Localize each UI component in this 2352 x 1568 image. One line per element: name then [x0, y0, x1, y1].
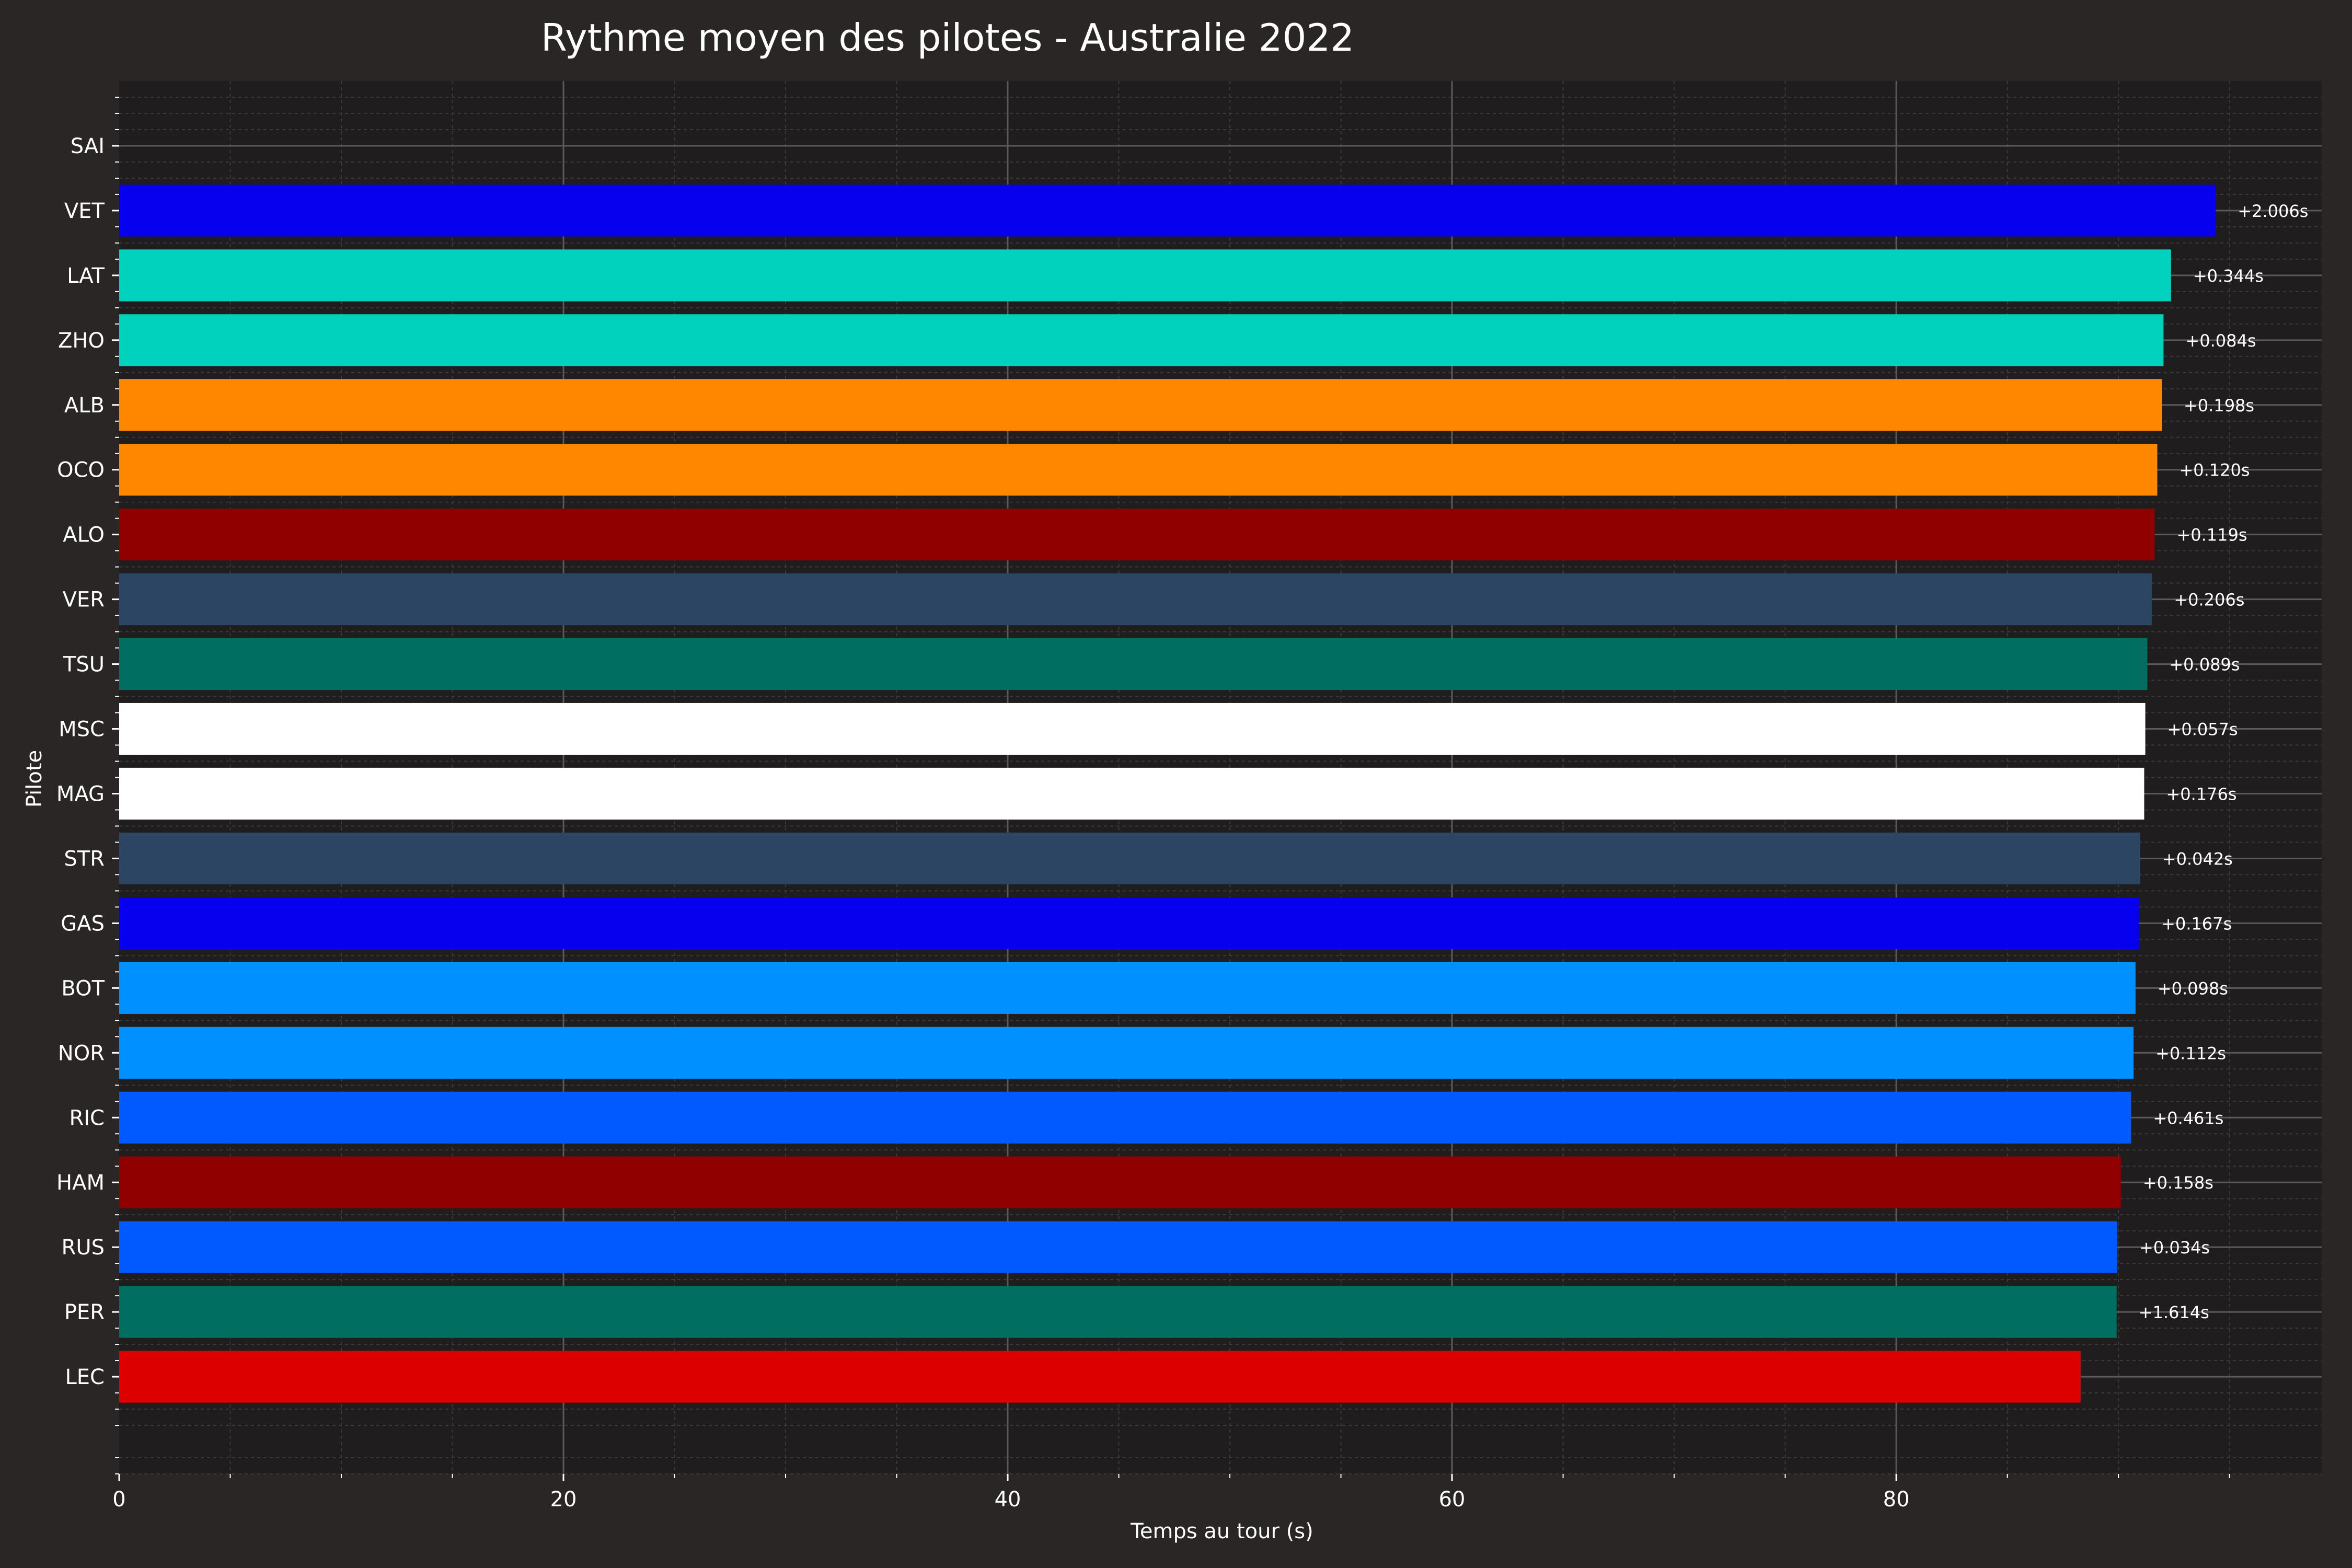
bar-value-label: +0.112s [2155, 1043, 2226, 1063]
bar-gas [119, 897, 2140, 949]
x-tick-label: 40 [995, 1488, 1021, 1512]
x-tick-label: 0 [112, 1488, 125, 1512]
x-tick-label: 80 [1883, 1488, 1910, 1512]
chart-title: Rythme moyen des pilotes - Australie 202… [541, 16, 1354, 60]
bar-value-label: +0.084s [2185, 331, 2256, 351]
bar-value-label: +0.042s [2162, 849, 2233, 869]
y-tick-label: BOT [61, 976, 105, 1000]
y-tick-label: ALB [64, 394, 105, 418]
bar-value-label: +1.614s [2139, 1302, 2209, 1322]
y-tick-label: ZHO [58, 329, 105, 353]
bar-value-label: +2.006s [2238, 201, 2308, 221]
y-tick-label: MSC [59, 718, 105, 742]
bar-value-label: +0.034s [2139, 1238, 2210, 1258]
bar-value-label: +0.344s [2193, 266, 2264, 286]
x-tick-label: 20 [550, 1488, 577, 1512]
y-axis-label: Pilote [22, 750, 47, 808]
y-tick-label: LEC [65, 1365, 105, 1389]
bar-vet [119, 185, 2216, 237]
bar-lat [119, 249, 2171, 302]
y-tick-label: NOR [58, 1041, 105, 1065]
bar-value-labels: +2.006s +0.344s +0.084s +0.198s +0.120s +0.11… [2139, 201, 2309, 1322]
bar-str [119, 832, 2140, 885]
y-axis: SAI VET LAT ZHO ALB OCO ALO VER TSU MSC MAG STR GAS B… [56, 96, 119, 1474]
y-tick-label: VET [64, 199, 105, 223]
y-tick-label: ALO [63, 523, 105, 547]
y-tick-label: LAT [67, 264, 105, 288]
bar-value-label: +0.120s [2179, 460, 2250, 480]
bar-bot [119, 962, 2136, 1014]
y-tick-label: TSU [63, 653, 105, 677]
bar-msc [119, 702, 2146, 755]
bar-value-label: +0.461s [2153, 1108, 2223, 1128]
x-tick-label: 60 [1439, 1488, 1466, 1512]
y-tick-label: OCO [57, 458, 105, 482]
bar-alb [119, 379, 2162, 431]
bar-zho [119, 314, 2164, 366]
bar-value-label: +0.158s [2143, 1173, 2213, 1193]
bar-value-label: +0.206s [2174, 590, 2244, 610]
y-tick-label: VER [63, 588, 105, 612]
bar-ham [119, 1156, 2121, 1208]
x-axis-label: Temps au tour (s) [1130, 1519, 1313, 1543]
y-tick-label: HAM [56, 1171, 105, 1195]
bar-mag [119, 767, 2145, 820]
bar-per [119, 1286, 2117, 1338]
bar-oco [119, 444, 2158, 496]
bar-value-label: +0.057s [2167, 720, 2238, 740]
bar-value-label: +0.167s [2161, 914, 2232, 933]
bar-value-label: +0.176s [2166, 784, 2236, 804]
bar-lec [119, 1351, 2081, 1403]
y-tick-label: MAG [56, 782, 105, 806]
bars [119, 185, 2216, 1403]
x-axis: 0 20 40 60 80 [112, 1474, 2230, 1512]
bar-ver [119, 573, 2152, 626]
y-tick-label: RUS [62, 1236, 105, 1260]
y-tick-label: RIC [69, 1106, 105, 1130]
y-tick-label: SAI [71, 134, 105, 158]
bar-rus [119, 1221, 2117, 1273]
bar-value-label: +0.119s [2176, 525, 2247, 545]
bar-ric [119, 1091, 2131, 1144]
bar-value-label: +0.089s [2169, 655, 2240, 675]
bar-value-label: +0.198s [2184, 396, 2254, 416]
y-tick-label: PER [64, 1300, 105, 1324]
y-tick-label: GAS [61, 912, 105, 936]
bar-nor [119, 1027, 2134, 1079]
y-tick-label: STR [64, 847, 105, 871]
bar-tsu [119, 638, 2148, 690]
bar-value-label: +0.098s [2158, 978, 2228, 998]
bar-alo [119, 509, 2155, 561]
